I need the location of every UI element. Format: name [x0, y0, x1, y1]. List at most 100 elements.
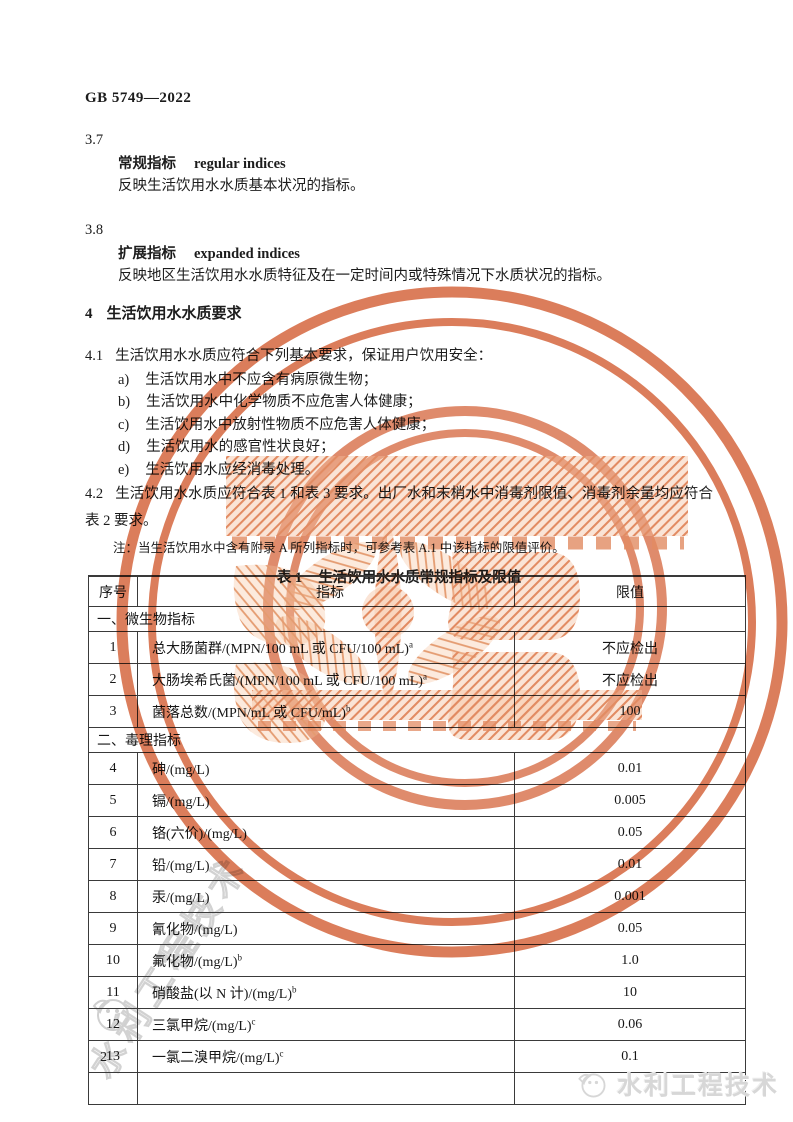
table-row: 7 铅/(mg/L) 0.01 [88, 848, 746, 881]
standard-code: GB 5749—2022 [85, 90, 192, 106]
cell-indicator: 氰化物/(mg/L) [137, 912, 515, 945]
table-header-row: 序号 指标 限值 [88, 575, 746, 607]
table-row: 5 镉/(mg/L) 0.005 [88, 784, 746, 817]
table-row: 3 菌落总数/(MPN/mL 或 CFU/mL)b 100 [88, 695, 746, 728]
section-4-number: 4 [85, 306, 93, 322]
table-row: 13 一氯二溴甲烷/(mg/L)c 0.1 [88, 1040, 746, 1073]
clause-4-2-text: 生活饮用水水质应符合表 1 和表 3 要求。出厂水和末梢水中消毒剂限值、消毒剂余… [85, 486, 713, 529]
table1: 序号 指标 限值 一、微生物指标 1 总大肠菌群/(MPN/100 mL 或 C… [88, 575, 746, 1105]
section-3-7-term: 常规指标 regular indices [118, 153, 713, 175]
cell-limit: 0.005 [514, 784, 746, 817]
cell-no: 2 [88, 663, 138, 696]
footer-logo-text: 水利工程技术 [616, 1072, 779, 1100]
item-text: 生活饮用水中化学物质不应危害人体健康； [146, 394, 422, 410]
item-label: c) [118, 416, 130, 433]
item-text: 生活饮用水的感官性状良好； [146, 439, 335, 455]
cell-no: 8 [88, 880, 138, 913]
table-row [88, 1072, 746, 1105]
item-label: e) [118, 461, 130, 478]
cell-indicator: 硝酸盐(以 N 计)/(mg/L)b [137, 976, 515, 1009]
cell-limit: 0.1 [514, 1040, 746, 1073]
list-item: d) 生活饮用水的感官性状良好； [118, 436, 713, 459]
footer-logo: 水利工程技术 [575, 1066, 779, 1102]
page-content: GB 5749—2022 3.7 常规指标 regular indices 反映生… [85, 88, 713, 587]
cell-limit: 0.01 [514, 848, 746, 881]
table-row: 1 总大肠菌群/(MPN/100 mL 或 CFU/100 mL)a 不应检出 [88, 631, 746, 664]
item-text: 生活饮用水中不应含有病原微生物； [145, 371, 378, 388]
header-cell-limit: 限值 [514, 575, 746, 607]
cell-no: 1 [88, 631, 138, 664]
cell-limit: 0.05 [514, 816, 746, 849]
group-label: 一、微生物指标 [88, 606, 746, 632]
section-3-8-number: 3.8 [85, 221, 104, 238]
cell-no: 10 [88, 944, 138, 977]
section-3-7-number: 3.7 [85, 132, 104, 148]
cell-indicator: 总大肠菌群/(MPN/100 mL 或 CFU/100 mL)a [137, 631, 515, 664]
cell-no: 3 [88, 695, 138, 728]
cell-indicator: 氟化物/(mg/L)b [137, 944, 515, 977]
cell-indicator: 砷/(mg/L) [137, 752, 515, 785]
cell-indicator: 镉/(mg/L) [137, 784, 515, 817]
term-en: regular indices [194, 156, 286, 172]
list-item: c) 生活饮用水中放射性物质不应危害人体健康； [118, 414, 713, 437]
cell-no: 5 [88, 784, 138, 817]
cell-limit: 10 [514, 976, 746, 1009]
cell-indicator: 一氯二溴甲烷/(mg/L)c [137, 1040, 515, 1073]
cell-limit: 不应检出 [514, 631, 746, 664]
table-row: 11 硝酸盐(以 N 计)/(mg/L)b 10 [88, 976, 746, 1009]
list-item: b) 生活饮用水中化学物质不应危害人体健康； [118, 391, 713, 414]
cell-indicator: 菌落总数/(MPN/mL 或 CFU/mL)b [137, 695, 515, 728]
cell-no: 12 [88, 1008, 138, 1041]
cell-limit: 1.0 [514, 944, 746, 977]
section-3-8-definition: 反映地区生活饮用水水质特征及在一定时间内或特殊情况下水质状况的指标。 [118, 267, 611, 284]
cell-no: 7 [88, 848, 138, 881]
table-row: 9 氰化物/(mg/L) 0.05 [88, 912, 746, 945]
cell-indicator [137, 1072, 515, 1105]
cell-no: 11 [88, 976, 138, 1009]
cell-limit [514, 1072, 746, 1105]
cell-limit: 0.001 [514, 880, 746, 913]
item-text: 生活饮用水应经消毒处理。 [145, 461, 320, 478]
group-row: 一、微生物指标 [88, 606, 746, 632]
list-item: a) 生活饮用水中不应含有病原微生物； [118, 369, 713, 392]
item-text: 生活饮用水中放射性物质不应危害人体健康； [145, 416, 436, 433]
section-3-8-term: 扩展指标 expanded indices [118, 243, 713, 265]
table-row: 2 大肠埃希氏菌/(MPN/100 mL 或 CFU/100 mL)a 不应检出 [88, 663, 746, 696]
term-cn: 扩展指标 [118, 245, 176, 262]
table-row: 8 汞/(mg/L) 0.001 [88, 880, 746, 913]
table-note: 注：当生活饮用水中含有附录 A 所列指标时，可参考表 A.1 中该指标的限值评价… [113, 541, 565, 555]
cell-limit: 0.06 [514, 1008, 746, 1041]
item-label: d) [118, 439, 131, 455]
term-en: expanded indices [194, 245, 300, 262]
cell-no: 4 [88, 752, 138, 785]
clause-4-1-number: 4.1 [85, 348, 104, 364]
header-cell-no: 序号 [88, 575, 138, 607]
group-label: 二、毒理指标 [88, 727, 746, 753]
clause-4-1-list: a) 生活饮用水中不应含有病原微生物； b) 生活饮用水中化学物质不应危害人体健康；… [118, 369, 713, 482]
clause-4-1-text: 生活饮用水水质应符合下列基本要求，保证用户饮用安全： [115, 348, 493, 364]
clause-4-2-number: 4.2 [85, 486, 104, 502]
group-row: 二、毒理指标 [88, 727, 746, 753]
term-cn: 常规指标 [118, 156, 176, 172]
cell-limit: 不应检出 [514, 663, 746, 696]
cell-no: 6 [88, 816, 138, 849]
cell-no [88, 1072, 138, 1105]
cell-indicator: 汞/(mg/L) [137, 880, 515, 913]
section-3-7-definition: 反映生活饮用水水质基本状况的指标。 [118, 178, 365, 194]
mascot-icon [578, 1073, 606, 1098]
table-row: 10 氟化物/(mg/L)b 1.0 [88, 944, 746, 977]
header-cell-indicator: 指标 [137, 575, 515, 607]
cell-indicator: 铬(六价)/(mg/L) [137, 816, 515, 849]
section-4-heading: 4 生活饮用水水质要求 [85, 303, 713, 325]
clause-4-2: 4.2 生活饮用水水质应符合表 1 和表 3 要求。出厂水和末梢水中消毒剂限值、消… [85, 481, 713, 535]
table-row: 12 三氯甲烷/(mg/L)c 0.06 [88, 1008, 746, 1041]
cell-indicator: 大肠埃希氏菌/(MPN/100 mL 或 CFU/100 mL)a [137, 663, 515, 696]
cell-indicator: 铅/(mg/L) [137, 848, 515, 881]
cell-limit: 0.05 [514, 912, 746, 945]
table-row: 4 砷/(mg/L) 0.01 [88, 752, 746, 785]
cell-indicator: 三氯甲烷/(mg/L)c [137, 1008, 515, 1041]
cell-no: 13 [88, 1040, 138, 1073]
page-number: 2 [100, 1050, 107, 1065]
cell-limit: 0.01 [514, 752, 746, 785]
